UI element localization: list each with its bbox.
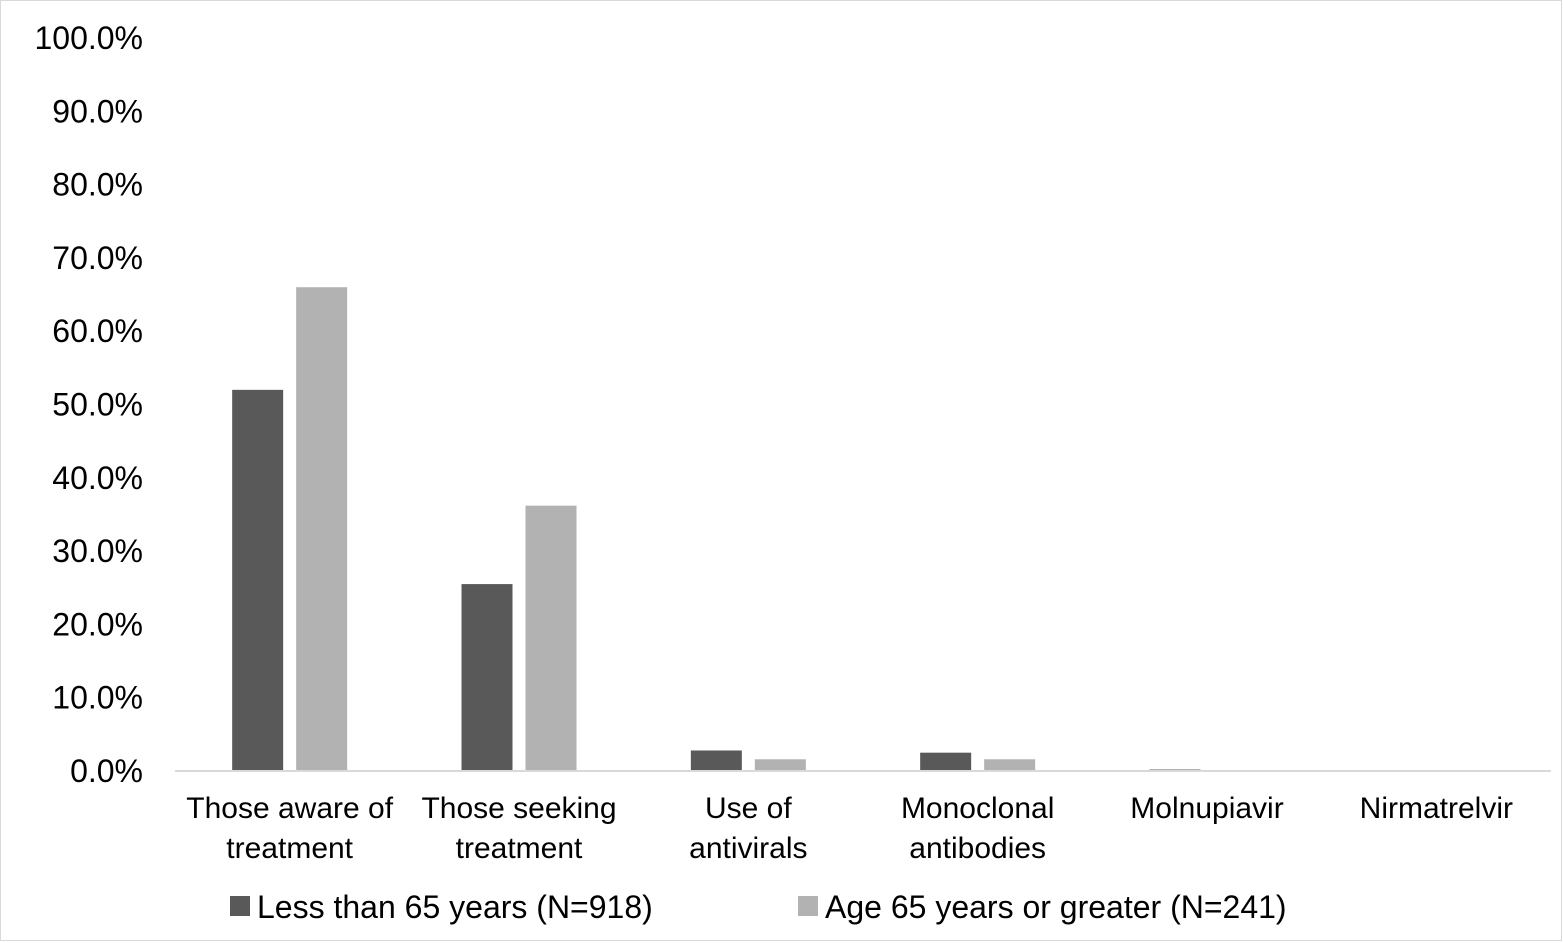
category-label: treatment (456, 832, 583, 865)
y-tick-label: 30.0% (52, 533, 143, 569)
y-tick-label: 60.0% (52, 313, 143, 349)
category-label: treatment (226, 832, 353, 865)
category-label: Those seeking (421, 792, 616, 825)
y-tick-label: 100.0% (34, 20, 143, 56)
category-label: Use of (705, 792, 792, 825)
y-tick-label: 80.0% (52, 167, 143, 203)
bar-over-65-3 (984, 759, 1035, 771)
legend-label: Age 65 years or greater (N=241) (825, 889, 1287, 925)
y-tick-label: 10.0% (52, 680, 143, 716)
y-tick-label: 50.0% (52, 387, 143, 423)
bar-over-65-2 (755, 759, 806, 771)
category-label: Nirmatrelvir (1360, 792, 1513, 825)
legend-swatch (230, 896, 250, 916)
bar-under-65-3 (920, 753, 971, 771)
bars (232, 287, 1494, 771)
bar-over-65-0 (296, 287, 347, 771)
y-tick-label: 90.0% (52, 93, 143, 129)
category-label: Monoclonal (901, 792, 1054, 825)
legend-swatch (798, 896, 818, 916)
category-label: Molnupiavir (1130, 792, 1283, 825)
bar-over-65-1 (526, 506, 577, 771)
y-tick-label: 70.0% (52, 240, 143, 276)
bar-under-65-2 (691, 750, 742, 771)
category-label: antibodies (909, 832, 1046, 865)
bar-under-65-0 (232, 390, 283, 771)
x-axis-labels: Those aware of treatment Those seeking trea… (186, 792, 1513, 865)
y-tick-label: 0.0% (70, 753, 143, 789)
category-label: Those aware of (186, 792, 393, 825)
category-label: antivirals (689, 832, 807, 865)
y-axis-ticks: 0.0% 10.0% 20.0% 30.0% 40.0% 50.0% 60.0% 70.0% 8… (34, 20, 143, 789)
legend-label: Less than 65 years (N=918) (257, 889, 653, 925)
legend: Less than 65 years (N=918) Age 65 years o… (230, 889, 1287, 925)
y-tick-label: 20.0% (52, 606, 143, 642)
bar-under-65-1 (462, 584, 513, 771)
y-tick-label: 40.0% (52, 460, 143, 496)
